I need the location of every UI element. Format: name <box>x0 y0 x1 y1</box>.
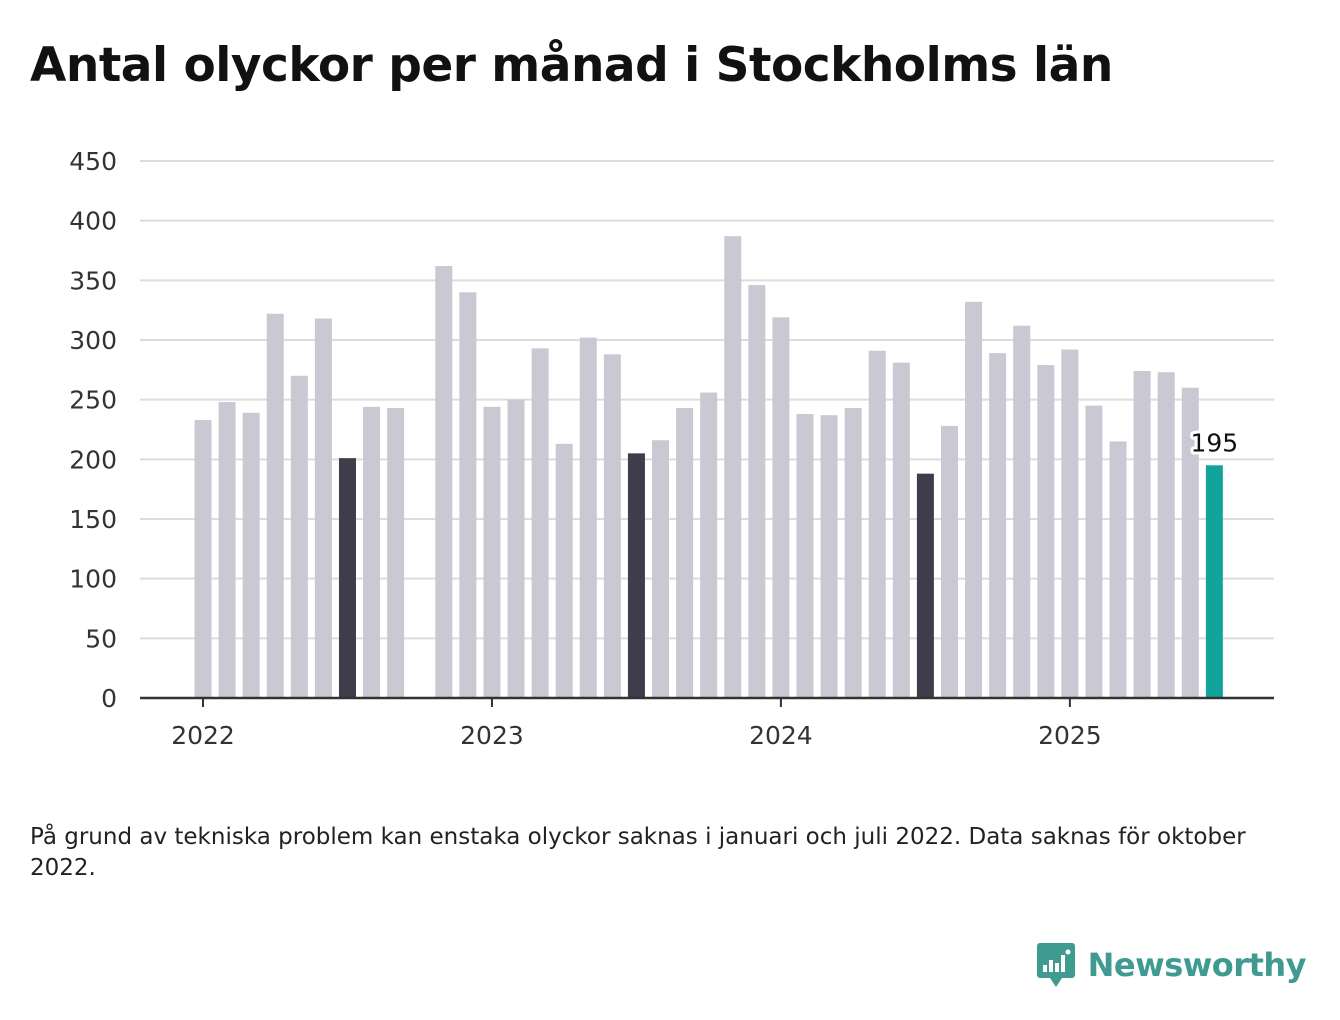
footnote: På grund av tekniska problem kan enstaka… <box>30 824 1246 881</box>
bar-2024-04 <box>844 408 862 698</box>
bar-2025-06 <box>1181 387 1199 698</box>
bar-2022-01 <box>194 419 212 698</box>
bar-2023-05 <box>579 337 597 698</box>
bar-2025-04 <box>1133 371 1151 698</box>
bar-2024-10 <box>989 353 1007 698</box>
bar-2022-08 <box>363 406 381 698</box>
bar-2024-08 <box>940 425 958 698</box>
newsworthy-logo: Newsworthy <box>1036 940 1307 990</box>
bar-2024-12 <box>1037 365 1055 698</box>
bar-2022-02 <box>218 402 236 698</box>
bar-2023-02 <box>507 399 525 698</box>
bar-2025-05 <box>1157 372 1175 698</box>
bars <box>194 236 1223 698</box>
bar-2022-06 <box>314 318 332 698</box>
bar-2023-04 <box>555 443 573 698</box>
bar-2023-08 <box>652 440 670 698</box>
y-axis-ticks: 0 50 100 150 200 250 300 350 400 450 <box>69 147 117 713</box>
bar-2024-11 <box>1013 325 1031 698</box>
bar-2023-09 <box>676 408 694 698</box>
y-tick-label: 300 <box>69 326 117 355</box>
bar-2022-09 <box>387 408 405 698</box>
bar-2022-05 <box>290 375 308 698</box>
y-tick-label: 450 <box>69 147 117 176</box>
chart-title: Antal olyckor per månad i Stockholms län <box>30 38 1113 93</box>
y-tick-label: 250 <box>69 386 117 415</box>
latest-value-label: 195 <box>1191 428 1239 457</box>
bar-chart: 0 50 100 150 200 250 300 350 400 450 2022 2023 2024… <box>69 147 1274 750</box>
x-tick-label: 2022 <box>171 721 235 750</box>
bar-2024-05 <box>868 350 886 698</box>
y-tick-label: 400 <box>69 207 117 236</box>
x-tick-label: 2023 <box>460 721 524 750</box>
x-axis-ticks: 2022 2023 2024 2025 <box>171 698 1102 750</box>
bar-2023-03 <box>531 348 549 698</box>
x-tick-label: 2025 <box>1038 721 1102 750</box>
bar-2025-01 <box>1061 349 1079 698</box>
bar-2023-10 <box>700 392 718 698</box>
bar-2025-07 <box>1205 465 1223 698</box>
bar-2022-04 <box>266 313 284 698</box>
x-tick-label: 2024 <box>749 721 813 750</box>
y-tick-label: 100 <box>69 565 117 594</box>
bar-2022-12 <box>459 292 477 698</box>
bar-2025-03 <box>1109 441 1127 698</box>
bar-2023-06 <box>603 354 621 698</box>
bar-chart-badge-icon <box>1036 943 1075 987</box>
bar-2023-12 <box>748 285 766 698</box>
y-tick-label: 350 <box>69 266 117 295</box>
y-tick-label: 150 <box>69 505 117 534</box>
bar-2024-03 <box>820 415 838 698</box>
y-tick-label: 0 <box>101 684 117 713</box>
bar-2024-02 <box>796 413 814 698</box>
bar-2022-11 <box>435 266 453 698</box>
bar-2024-07 <box>916 473 934 698</box>
bar-2024-01 <box>772 317 790 698</box>
bar-2023-11 <box>724 236 742 698</box>
bar-2022-07 <box>338 458 356 698</box>
bar-2023-07 <box>627 453 645 698</box>
bar-2024-09 <box>965 301 983 698</box>
bar-2025-02 <box>1085 405 1103 698</box>
brand-name: Newsworthy <box>1087 946 1307 984</box>
y-tick-label: 50 <box>85 624 117 653</box>
bar-2023-01 <box>483 406 501 698</box>
y-tick-label: 200 <box>69 445 117 474</box>
data-labels: 195 <box>1188 425 1242 460</box>
bar-2024-06 <box>892 362 910 698</box>
bar-2022-03 <box>242 412 260 698</box>
